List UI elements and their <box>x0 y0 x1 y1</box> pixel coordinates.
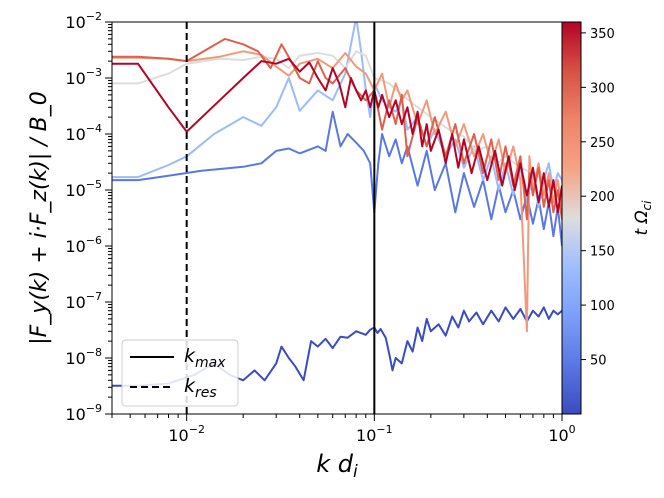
series-layer <box>112 22 562 387</box>
colorbar-tick-label: 300 <box>590 81 615 96</box>
x-axis-title: k di <box>316 450 358 482</box>
colorbar-tick-label: 100 <box>590 299 615 314</box>
legend-label-kmax: kmax <box>184 345 226 371</box>
y-tick-label: 10−6 <box>65 234 102 256</box>
series-line-t=110 <box>112 22 562 208</box>
y-tick-label: 10−5 <box>65 178 102 200</box>
colorbar-tick-label: 150 <box>590 245 615 260</box>
x-tick-label: 10−2 <box>168 423 205 445</box>
series-line-t=230 <box>112 50 562 333</box>
series-line-t=350 <box>112 57 562 214</box>
y-tick-label: 10−4 <box>65 122 102 144</box>
colorbar-tick-label: 200 <box>590 190 615 205</box>
legend-box <box>121 339 239 407</box>
y-tick-label: 10−7 <box>65 290 102 312</box>
y-tick-label: 10−2 <box>65 10 102 32</box>
reference-lines <box>185 22 376 414</box>
colorbar-tick-label: 350 <box>590 27 615 42</box>
y-tick-label: 10−3 <box>65 66 102 88</box>
y-axis-ticks: 10−9 10−8 10−7 10−6 10−5 10−4 10−3 10−2 <box>65 10 112 424</box>
colorbar-ticks: 50 100 150 200 250 300 350 <box>581 27 615 369</box>
colorbar-tick-label: 50 <box>590 354 607 369</box>
x-tick-label: 10−1 <box>356 423 393 445</box>
legend-label-kres: kres <box>184 375 217 401</box>
series-line-t=290 <box>112 37 562 221</box>
series-line-t=60 <box>112 110 562 247</box>
y-axis-title: |F_y(k) + i·F_z(k)| / B_0 <box>27 91 52 345</box>
x-axis-title-sub: i <box>353 462 358 482</box>
x-tick-label: 100 <box>548 423 575 445</box>
x-axis-ticks: 10−2 10−1 100 <box>111 414 576 445</box>
colorbar-title: t Ωci <box>632 200 654 236</box>
y-tick-label: 10−8 <box>65 346 102 368</box>
colorbar: 50 100 150 200 250 300 350 t Ωci <box>561 21 654 415</box>
legend: kmax kres <box>121 339 239 407</box>
colorbar-tick-label: 250 <box>590 136 615 151</box>
colorbar-gradient <box>561 21 582 415</box>
x-axis-title-main: k d <box>316 450 354 478</box>
series-line-t=4 <box>112 306 562 387</box>
y-tick-label: 10−9 <box>65 402 102 424</box>
